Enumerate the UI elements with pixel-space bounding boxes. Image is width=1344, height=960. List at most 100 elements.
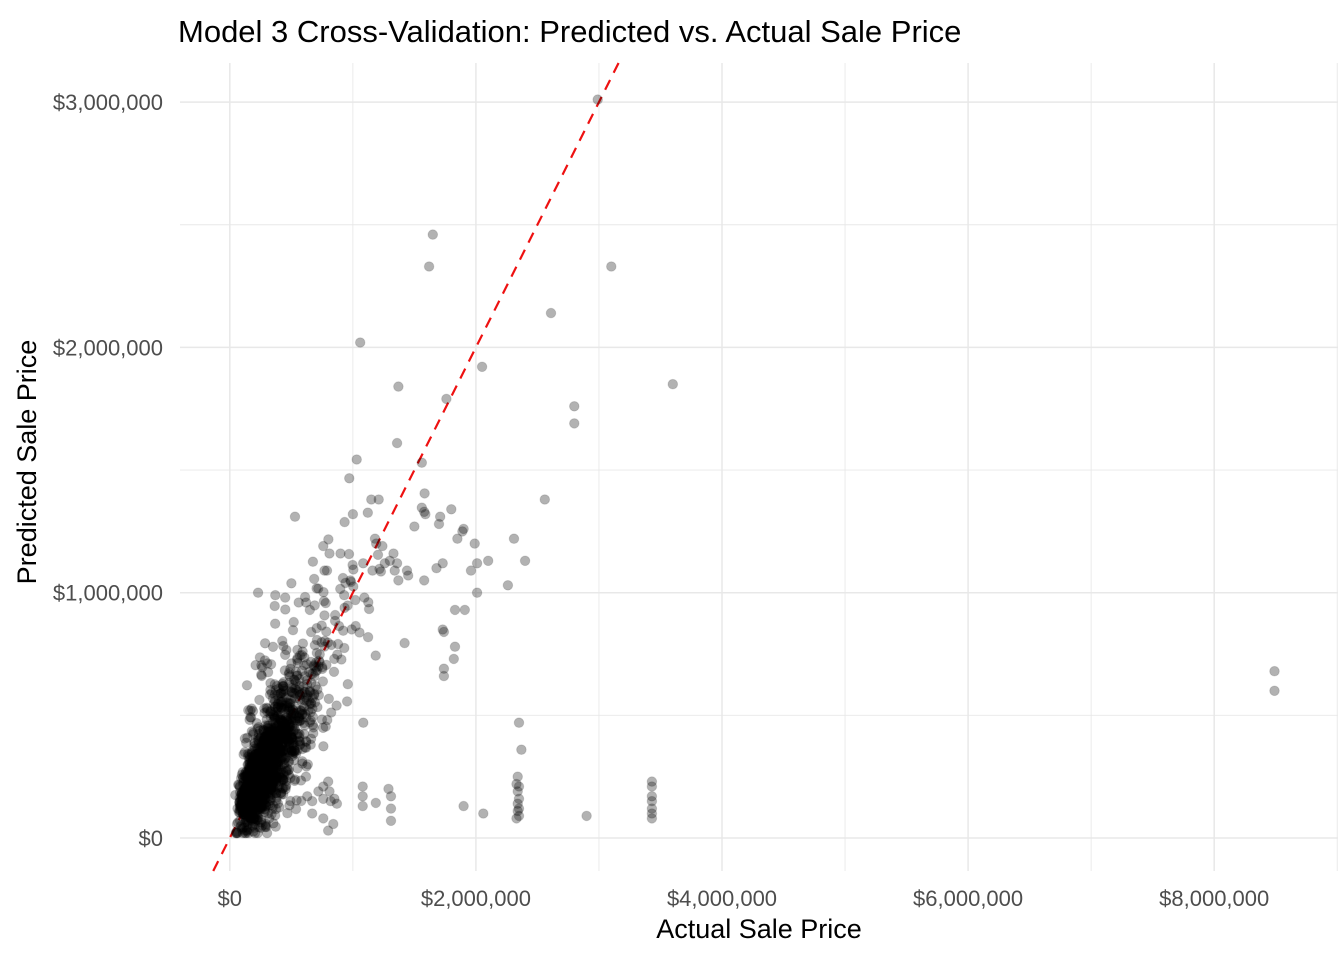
data-point — [252, 778, 264, 790]
data-point — [260, 780, 272, 792]
data-point — [316, 714, 328, 725]
data-point — [292, 644, 303, 656]
data-point — [246, 764, 258, 775]
data-point — [284, 721, 296, 732]
data-point — [267, 755, 278, 767]
data-point — [261, 765, 273, 777]
data-point — [299, 742, 311, 753]
data-point — [256, 777, 268, 789]
data-point — [237, 772, 249, 783]
data-point — [269, 726, 280, 738]
data-point — [242, 759, 253, 771]
data-point — [237, 796, 248, 808]
data-point — [231, 827, 242, 839]
data-point — [277, 746, 288, 757]
data-point — [248, 778, 259, 790]
data-point — [243, 827, 254, 839]
data-point — [254, 784, 266, 795]
data-point — [252, 776, 263, 788]
y-tick-label: $3,000,000 — [53, 90, 163, 115]
data-point — [253, 812, 264, 823]
data-point — [513, 781, 525, 792]
data-point — [273, 748, 285, 760]
data-point — [309, 670, 320, 682]
data-point — [253, 768, 265, 780]
data-point — [342, 678, 354, 690]
data-point — [230, 827, 242, 839]
data-point — [243, 790, 255, 801]
data-point — [253, 777, 265, 789]
data-point — [402, 570, 414, 581]
data-point — [261, 765, 273, 776]
data-point — [275, 748, 286, 760]
data-point — [265, 738, 277, 750]
data-point — [269, 754, 281, 765]
data-point — [259, 794, 271, 805]
data-point — [260, 783, 272, 795]
data-point — [237, 790, 248, 802]
data-point — [251, 717, 263, 729]
data-point — [305, 706, 317, 718]
data-point — [260, 750, 272, 762]
data-point — [427, 229, 439, 240]
data-point — [255, 741, 267, 752]
data-point — [267, 800, 279, 812]
data-point — [249, 754, 261, 766]
gridlines — [180, 63, 1338, 871]
data-point — [275, 734, 287, 746]
data-point — [238, 776, 250, 787]
data-point — [280, 685, 292, 697]
data-point — [263, 735, 275, 746]
data-point — [314, 656, 325, 668]
data-point — [266, 767, 277, 778]
data-point — [281, 734, 293, 745]
data-point — [247, 784, 259, 796]
data-point — [259, 707, 270, 719]
data-point — [252, 808, 264, 819]
data-point — [240, 786, 252, 797]
data-point — [298, 717, 310, 729]
data-point — [250, 798, 261, 809]
data-point — [238, 822, 250, 833]
data-point — [267, 780, 278, 792]
data-point — [292, 716, 303, 727]
data-point — [341, 696, 353, 707]
data-point — [294, 707, 305, 718]
data-point — [322, 776, 334, 787]
data-point — [250, 769, 261, 781]
data-point — [272, 749, 283, 760]
data-point — [370, 650, 382, 661]
data-point — [248, 750, 259, 762]
data-point — [256, 761, 268, 772]
data-point — [254, 780, 266, 791]
data-point — [279, 665, 291, 676]
data-point — [384, 555, 396, 567]
data-point — [512, 786, 524, 797]
data-point — [437, 624, 449, 635]
data-point — [277, 773, 288, 785]
data-point — [265, 761, 277, 773]
data-point — [250, 777, 261, 789]
data-point — [284, 714, 295, 726]
data-point — [263, 775, 275, 787]
data-point — [256, 756, 268, 768]
data-point — [242, 776, 254, 788]
data-point — [246, 703, 257, 714]
data-point — [243, 704, 254, 716]
data-point — [264, 753, 275, 765]
data-point — [287, 737, 298, 749]
data-point — [249, 787, 260, 799]
data-point — [259, 757, 270, 769]
data-point — [438, 663, 450, 675]
data-point — [245, 813, 257, 825]
data-point — [245, 779, 257, 791]
data-point — [292, 763, 303, 774]
data-point — [252, 785, 264, 797]
data-point — [253, 756, 265, 768]
data-point — [242, 785, 253, 797]
data-point — [313, 583, 324, 594]
data-point — [539, 494, 551, 505]
data-point — [270, 729, 282, 740]
data-point — [272, 710, 284, 722]
data-point — [243, 798, 255, 810]
